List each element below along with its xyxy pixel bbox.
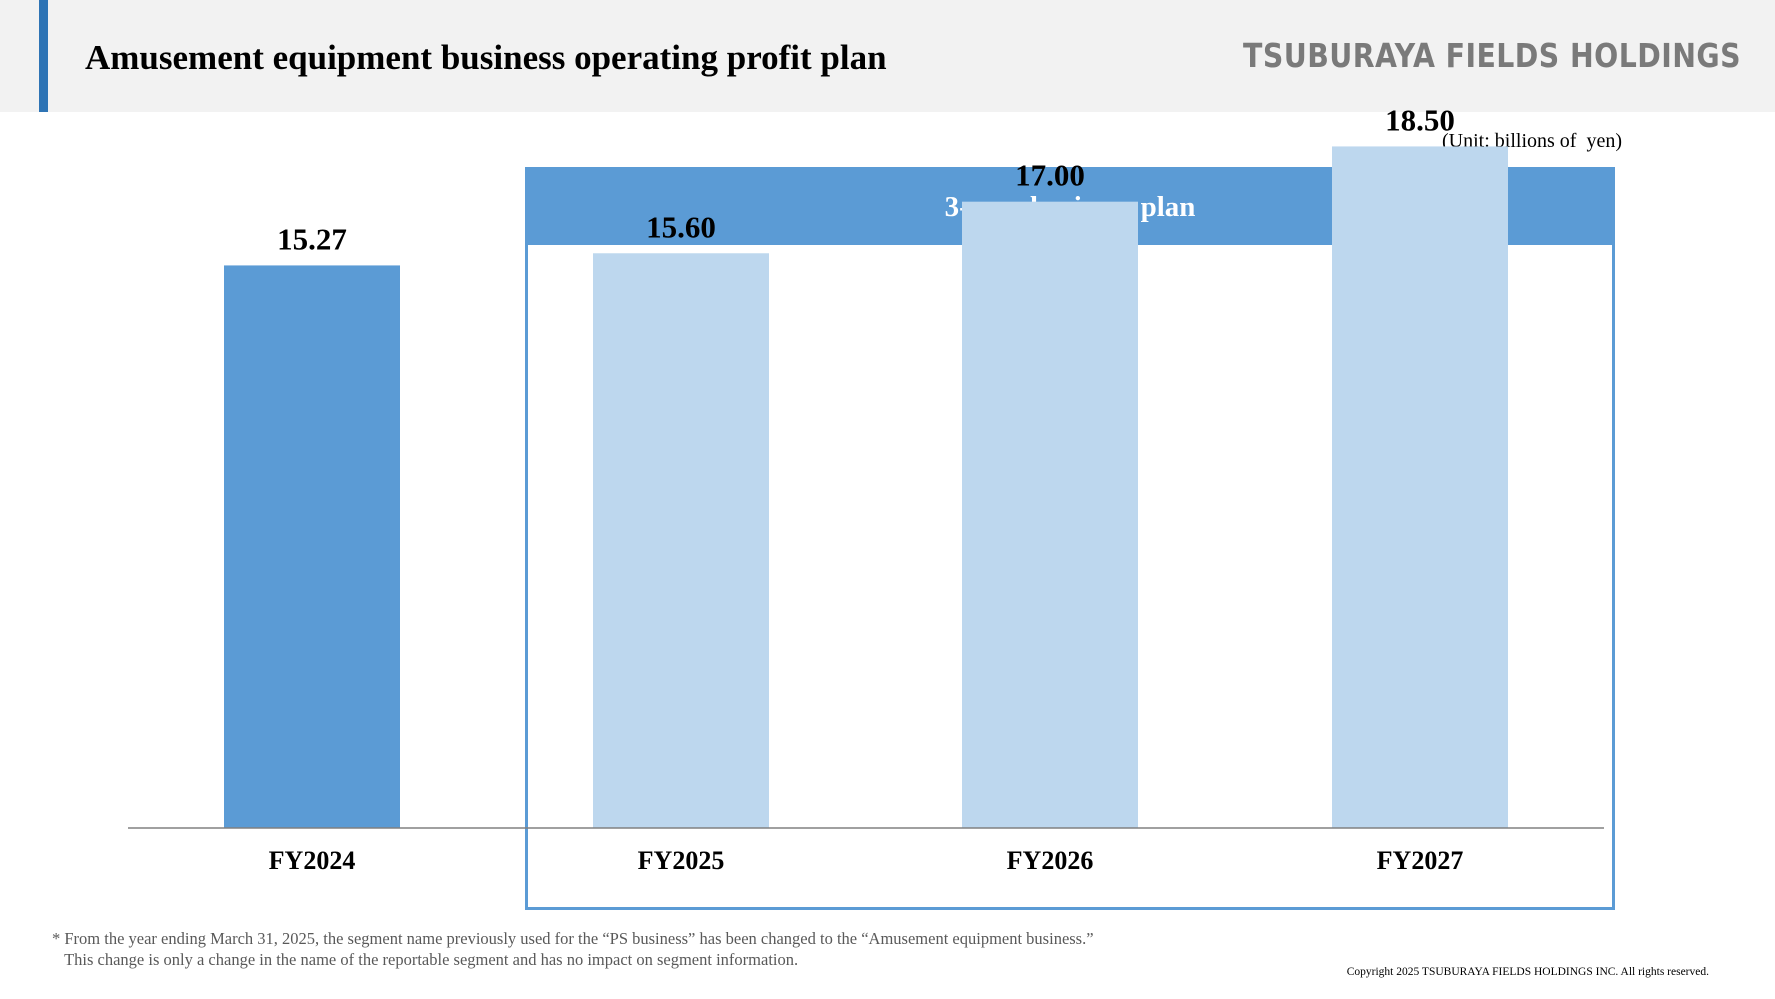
company-logo: TSUBURAYA FIELDS HOLDINGS [1243,36,1741,75]
data-label-fy2025: 15.60 [646,209,716,244]
page-title: Amusement equipment business operating p… [85,38,887,77]
data-label-fy2024: 15.27 [277,221,347,256]
copyright-text: Copyright 2025 TSUBURAYA FIELDS HOLDINGS… [1346,966,1709,978]
bar-fy2024 [224,265,400,829]
bar-fy2026 [962,201,1138,828]
unit-label: (Unit: billions of yen) [1442,130,1622,152]
x-tick-label-fy2026: FY2026 [1007,846,1094,875]
data-label-fy2026: 17.00 [1015,158,1085,193]
footnote: * From the year ending March 31, 2025, t… [52,928,1094,970]
bar-fy2027 [1332,146,1508,829]
x-tick-label-fy2027: FY2027 [1377,846,1464,875]
header-bar [0,0,1775,112]
footnote-line-1: * From the year ending March 31, 2025, t… [52,929,1094,948]
data-label-fy2027: 18.50 [1385,102,1455,137]
x-tick-label-fy2025: FY2025 [638,846,725,875]
bar-fy2025 [593,253,769,828]
header-accent-bar [39,0,48,112]
footnote-line-2: This change is only a change in the name… [52,950,799,969]
x-tick-label-fy2024: FY2024 [269,846,356,875]
